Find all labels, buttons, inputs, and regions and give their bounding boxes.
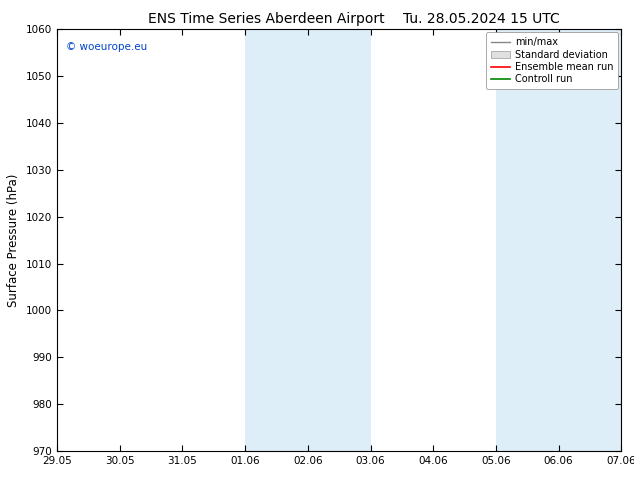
Bar — [245, 29, 370, 451]
Y-axis label: Surface Pressure (hPa): Surface Pressure (hPa) — [8, 173, 20, 307]
Bar — [496, 29, 621, 451]
Text: © woeurope.eu: © woeurope.eu — [65, 42, 147, 52]
Legend: min/max, Standard deviation, Ensemble mean run, Controll run: min/max, Standard deviation, Ensemble me… — [486, 32, 618, 89]
Text: ENS Time Series Aberdeen Airport: ENS Time Series Aberdeen Airport — [148, 12, 385, 26]
Text: Tu. 28.05.2024 15 UTC: Tu. 28.05.2024 15 UTC — [403, 12, 560, 26]
